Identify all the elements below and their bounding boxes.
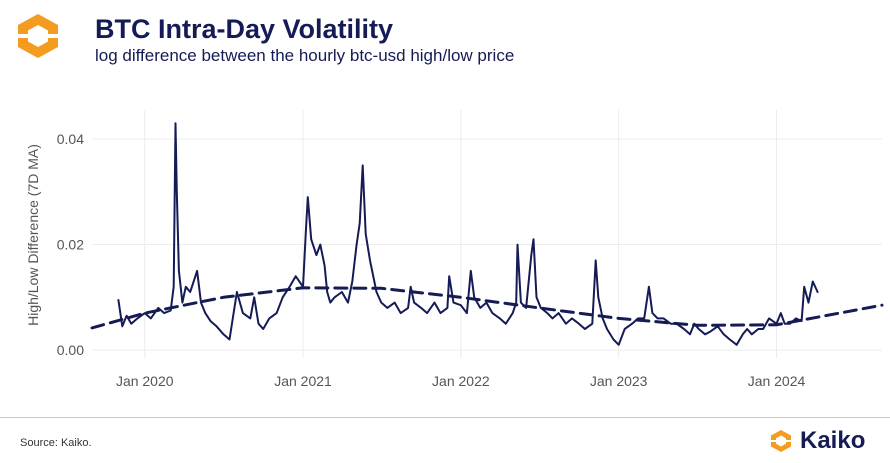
volatility-chart: 0.000.020.04 Jan 2020 Jan 2021 Jan 2022 Jan…: [25, 110, 884, 389]
brand-logo: Kaiko: [768, 427, 878, 456]
y-tick-label: 0.00: [57, 342, 84, 358]
kaiko-logo-icon: [12, 14, 64, 58]
trend-line: [90, 286, 884, 330]
x-axis-ticks: Jan 2020 Jan 2021 Jan 2022 Jan 2023 Jan 2024: [116, 373, 806, 389]
x-tick-label: Jan 2024: [748, 373, 806, 389]
y-axis-label: High/Low Difference (7D MA): [25, 144, 41, 326]
y-axis-ticks: 0.00 0.02 0.04: [57, 131, 84, 358]
volatility-line: [117, 122, 819, 346]
y-tick-label: 0.04: [57, 131, 84, 147]
grid-lines: [92, 110, 882, 358]
brand-name: Kaiko: [800, 427, 866, 454]
chart-title: BTC Intra-Day Volatility: [95, 14, 394, 44]
x-tick-label: Jan 2020: [116, 373, 174, 389]
chart-subtitle: log difference between the hourly btc-us…: [95, 46, 515, 65]
x-tick-label: Jan 2022: [432, 373, 490, 389]
footer-divider: [0, 417, 890, 418]
header: BTC Intra-Day Volatility log difference …: [12, 6, 872, 70]
source-note: Source: Kaiko.: [20, 437, 92, 449]
kaiko-logo-icon: [768, 430, 794, 452]
y-tick-label: 0.02: [57, 237, 84, 253]
x-tick-label: Jan 2021: [274, 373, 332, 389]
x-tick-label: Jan 2023: [590, 373, 648, 389]
series-layer: [90, 122, 884, 346]
